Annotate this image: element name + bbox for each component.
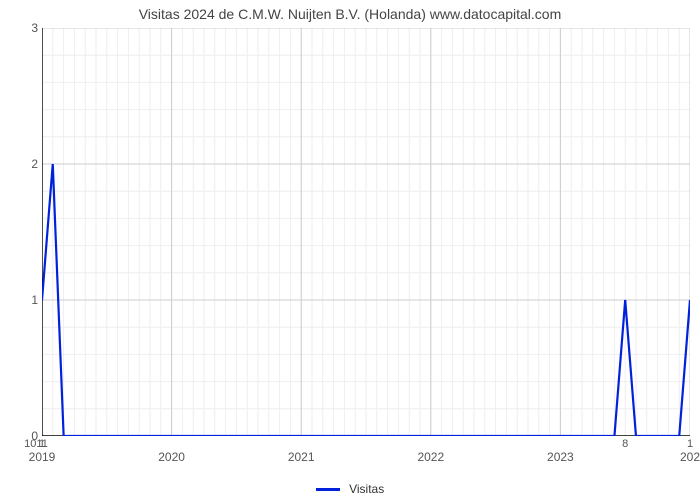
- data-point-label: 8: [622, 438, 628, 450]
- origin-data-label: 1011: [24, 438, 48, 450]
- legend-label: Visitas: [349, 482, 384, 496]
- y-tick-label: 3: [8, 21, 38, 35]
- x-tick-label: 2020: [152, 450, 192, 464]
- x-tick-label: 2019: [22, 450, 62, 464]
- data-point-label: 1: [687, 438, 693, 450]
- x-tick-label: 202: [670, 450, 700, 464]
- y-tick-label: 1: [8, 293, 38, 307]
- legend: Visitas: [0, 482, 700, 496]
- x-tick-label: 2022: [411, 450, 451, 464]
- x-tick-label: 2021: [281, 450, 321, 464]
- y-tick-label: 2: [8, 157, 38, 171]
- plot-area: [42, 28, 690, 436]
- chart-title: Visitas 2024 de C.M.W. Nuijten B.V. (Hol…: [0, 6, 700, 22]
- x-tick-label: 2023: [540, 450, 580, 464]
- legend-swatch: [316, 488, 340, 491]
- chart-container: Visitas 2024 de C.M.W. Nuijten B.V. (Hol…: [0, 0, 700, 500]
